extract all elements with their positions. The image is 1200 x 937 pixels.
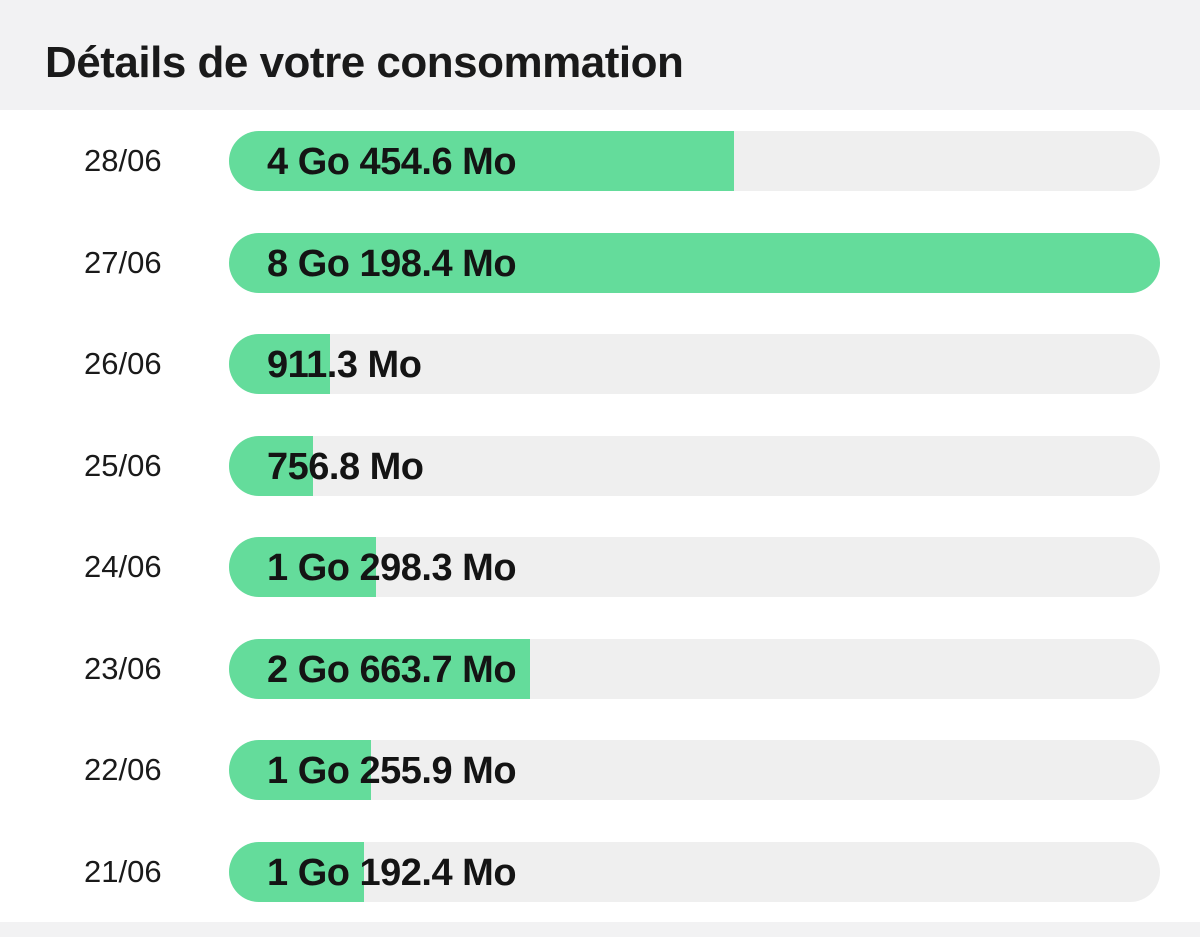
page-title: Détails de votre consommation (45, 38, 684, 87)
header: Détails de votre consommation (0, 0, 1200, 110)
usage-row: 21/06 1 Go 192.4 Mo (0, 842, 1200, 902)
usage-panel (0, 110, 1200, 922)
usage-bar (229, 639, 530, 699)
date-label: 24/06 (84, 549, 162, 584)
usage-row: 26/06 911.3 Mo (0, 334, 1200, 394)
usage-bar-track: 8 Go 198.4 Mo (229, 233, 1160, 293)
usage-value-label: 8 Go 198.4 Mo (267, 243, 517, 285)
usage-row: 23/06 2 Go 663.7 Mo (0, 639, 1200, 699)
usage-value-label: 2 Go 663.7 Mo (267, 649, 517, 691)
usage-bar-track: 2 Go 663.7 Mo (229, 639, 1160, 699)
usage-row: 25/06 756.8 Mo (0, 436, 1200, 496)
usage-row: 24/06 1 Go 298.3 Mo (0, 537, 1200, 597)
usage-row: 22/06 1 Go 255.9 Mo (0, 740, 1200, 800)
usage-value-label: 1 Go 298.3 Mo (267, 547, 517, 589)
usage-bar (229, 233, 1160, 293)
usage-bar (229, 537, 376, 597)
date-label: 26/06 (84, 346, 162, 381)
usage-value-label: 756.8 Mo (267, 446, 424, 488)
usage-bar-track: 1 Go 298.3 Mo (229, 537, 1160, 597)
usage-bar-track: 4 Go 454.6 Mo (229, 131, 1160, 191)
date-label: 28/06 (84, 143, 162, 178)
usage-bar-track: 1 Go 192.4 Mo (229, 842, 1160, 902)
usage-bar (229, 131, 734, 191)
footer-strip (0, 922, 1200, 937)
usage-bar (229, 436, 313, 496)
usage-value-label: 911.3 Mo (267, 344, 422, 386)
usage-bar-track: 1 Go 255.9 Mo (229, 740, 1160, 800)
date-label: 21/06 (84, 854, 162, 889)
usage-value-label: 1 Go 192.4 Mo (267, 852, 517, 894)
date-label: 25/06 (84, 448, 162, 483)
usage-row: 28/06 4 Go 454.6 Mo (0, 131, 1200, 191)
usage-bar (229, 740, 371, 800)
date-label: 22/06 (84, 752, 162, 787)
date-label: 27/06 (84, 245, 162, 280)
usage-bar-track: 911.3 Mo (229, 334, 1160, 394)
usage-row: 27/06 8 Go 198.4 Mo (0, 233, 1200, 293)
usage-value-label: 1 Go 255.9 Mo (267, 750, 517, 792)
date-label: 23/06 (84, 651, 162, 686)
usage-value-label: 4 Go 454.6 Mo (267, 141, 517, 183)
usage-bar (229, 842, 364, 902)
usage-bar-track: 756.8 Mo (229, 436, 1160, 496)
usage-bar (229, 334, 330, 394)
